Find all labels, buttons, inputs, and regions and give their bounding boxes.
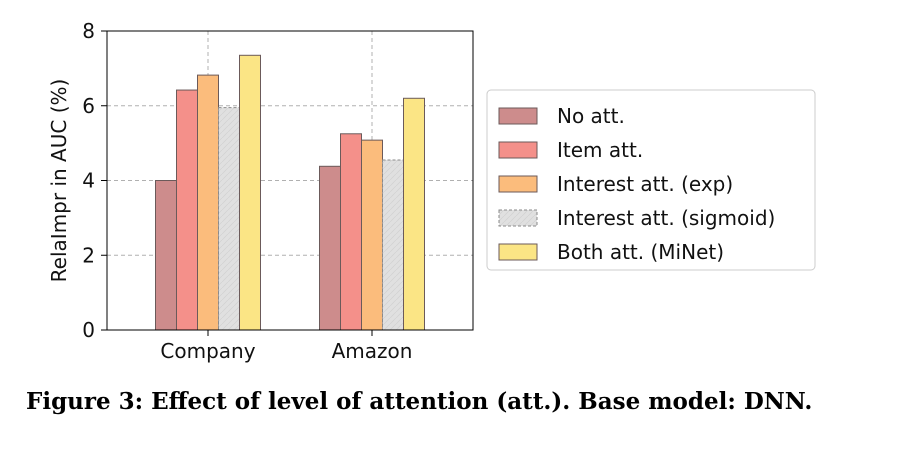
bar-1-3 — [382, 159, 404, 331]
bar-1-0 — [319, 165, 341, 331]
bar-0-3 — [218, 107, 240, 331]
x-tick-label: Amazon — [332, 339, 413, 363]
legend-swatch — [498, 175, 538, 193]
legend-swatch — [498, 209, 538, 227]
bar-0-0 — [155, 180, 177, 331]
y-tick-label: 6 — [82, 94, 95, 118]
y-tick-label: 0 — [82, 318, 95, 342]
bar-chart-svg: 0 2 4 6 8 RelaImpr in AUC (%) Company Amazon No … — [47, 19, 816, 363]
legend-swatch — [498, 141, 538, 159]
x-tick-label: Company — [160, 339, 255, 363]
bar-0-1 — [176, 89, 198, 331]
y-axis-label: RelaImpr in AUC (%) — [47, 79, 71, 283]
bar-0-2 — [197, 74, 219, 331]
legend-label: Interest att. (sigmoid) — [557, 206, 775, 230]
bar-1-1 — [340, 133, 362, 331]
x-axis: Company Amazon — [160, 330, 412, 363]
legend: No att. Item att. Interest att. (exp) Inter… — [486, 89, 816, 271]
legend-swatch — [498, 243, 538, 261]
legend-label: No att. — [557, 104, 625, 128]
y-tick-label: 4 — [82, 169, 95, 193]
bar-1-2 — [361, 139, 383, 331]
legend-box — [486, 89, 816, 271]
legend-label: Item att. — [557, 138, 643, 162]
y-tick-label: 2 — [82, 243, 95, 267]
chart: 0 2 4 6 8 RelaImpr in AUC (%) Company Amazon No … — [47, 19, 816, 363]
bar-0-4 — [239, 54, 261, 331]
bar-1-4 — [403, 97, 425, 331]
legend-label: Both att. (MiNet) — [557, 240, 724, 264]
y-axis: 0 2 4 6 8 — [82, 19, 107, 342]
legend-label: Interest att. (exp) — [557, 172, 733, 196]
bars — [155, 54, 425, 331]
y-tick-label: 8 — [82, 19, 95, 43]
legend-swatch — [498, 107, 538, 125]
figure-caption: Figure 3: Effect of level of attention (… — [26, 388, 813, 415]
